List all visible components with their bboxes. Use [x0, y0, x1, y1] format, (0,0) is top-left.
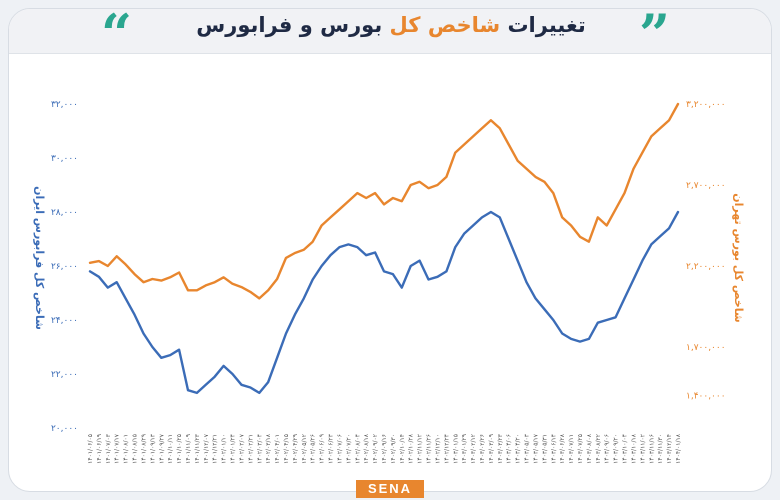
- x-tick-label: ۱۴۰۳/۰۹/۰۶: [604, 434, 611, 464]
- chart-title: تغییرات شاخص کل بورس و فرابورس: [9, 13, 771, 37]
- x-tick-label: ۱۴۰۳/۰۱/۲۹: [461, 434, 468, 464]
- x-tick-label: ۱۴۰۲/۰۴/۲۹: [292, 434, 299, 464]
- x-tick-label: ۱۴۰۱/۰۹/۲۷: [158, 433, 165, 464]
- x-tick-label: ۱۴۰۲/۰۱/۱۰: [221, 434, 228, 464]
- title-bar: “ تغییرات شاخص کل بورس و فرابورس ”: [9, 9, 771, 61]
- x-tick-label: ۱۴۰۳/۰۵/۰۳: [524, 433, 531, 464]
- x-tick-label: ۱۴۰۲/۰۵/۱۲: [301, 434, 308, 464]
- x-tick-label: ۱۴۰۱/۰۷/۰۳: [105, 433, 112, 464]
- x-tick-label: ۱۴۰۳/۰۹/۲۰: [613, 434, 620, 464]
- x-tick-label: ۱۴۰۲/۰۱/۲۴: [230, 434, 237, 464]
- x-tick-label: ۱۴۰۳/۱۲/۱۴: [666, 434, 673, 464]
- x-tick-label: ۱۴۰۲/۰۸/۱۸: [363, 433, 370, 464]
- x-tick-label: ۱۴۰۳/۰۳/۰۹: [488, 434, 495, 464]
- quote-close-icon: ”: [639, 8, 671, 66]
- title-accent: شاخص کل: [389, 13, 501, 37]
- left-tick-label: ۲۴,۰۰۰: [51, 316, 78, 326]
- right-axis-ticks: ۳,۲۰۰,۰۰۰ ۲,۷۰۰,۰۰۰ ۲,۲۰۰,۰۰۰ ۱,۷۰۰,۰۰۰ ۱,۴۰…: [686, 100, 726, 402]
- x-tick-label: ۱۴۰۳/۰۸/۲۲: [595, 434, 602, 464]
- right-axis-label: شاخص کل بورس تهران: [732, 193, 745, 323]
- x-tick-label: ۱۴۰۳/۰۸/۰۸: [586, 433, 593, 464]
- x-tick-label: ۱۴۰۳/۰۷/۱۱: [568, 434, 575, 464]
- x-tick-label: ۱۴۰۱/۰۶/۰۵: [87, 434, 94, 464]
- x-tick-label: ۱۴۰۲/۰۷/۰۶: [337, 434, 344, 464]
- x-tick-label: ۱۴۰۲/۱۱/۲۶: [426, 434, 433, 464]
- x-tick-label: ۱۴۰۳/۱۱/۰۲: [639, 434, 646, 464]
- brand-logo: SENA: [356, 480, 424, 498]
- x-tick-label: ۱۴۰۱/۱۲/۲۱: [212, 434, 219, 464]
- x-tick-label: ۱۴۰۲/۰۸/۰۴: [354, 434, 361, 464]
- x-tick-label: ۱۴۰۳/۱۱/۱۶: [648, 434, 655, 464]
- x-tick-label: ۱۴۰۱/۰۸/۱۵: [132, 434, 139, 464]
- right-tick-label: ۲,۲۰۰,۰۰۰: [686, 262, 726, 272]
- x-axis-ticks: ۱۴۰۱/۰۶/۰۵ ۱۴۰۱/۰۶/۱۹ ۱۴۰۱/۰۷/۰۳ ۱۴۰۱/۰۷/۱۷…: [87, 433, 682, 464]
- x-tick-label: ۱۴۰۳/۰۳/۲۳: [497, 433, 504, 464]
- x-tick-label: ۱۴۰۲/۱۲/۱۰: [435, 434, 442, 464]
- x-tick-label: ۱۴۰۲/۰۲/۰۷: [239, 433, 246, 464]
- x-tick-label: ۱۴۰۲/۰۳/۰۴: [256, 434, 263, 464]
- x-tick-label: ۱۴۰۱/۱۰/۲۵: [176, 434, 183, 464]
- x-tick-label: ۱۴۰۳/۰۵/۱۷: [533, 433, 540, 464]
- x-tick-label: ۱۴۰۲/۰۹/۳۰: [390, 434, 397, 464]
- right-tick-label: ۳,۲۰۰,۰۰۰: [686, 100, 726, 110]
- x-tick-label: ۱۴۰۳/۱۰/۰۴: [622, 434, 629, 464]
- left-tick-label: ۲۸,۰۰۰: [51, 208, 78, 218]
- x-tick-label: ۱۴۰۲/۰۶/۰۹: [319, 434, 326, 464]
- x-tick-label: ۱۴۰۲/۰۹/۰۲: [372, 434, 379, 464]
- x-tick-label: ۱۴۰۳/۰۶/۱۴: [550, 434, 557, 464]
- x-tick-label: ۱۴۰۲/۰۳/۱۸: [265, 433, 272, 464]
- x-tick-label: ۱۴۰۱/۰۸/۲۹: [141, 434, 148, 464]
- x-tick-label: ۱۴۰۲/۰۶/۲۳: [328, 433, 335, 464]
- x-tick-label: ۱۴۰۲/۰۴/۱۵: [283, 434, 290, 464]
- left-tick-label: ۳۲,۰۰۰: [51, 100, 78, 110]
- x-tick-label: ۱۴۰۳/۰۶/۲۸: [559, 433, 566, 464]
- quote-open-icon: “: [101, 8, 133, 66]
- x-tick-label: ۱۴۰۲/۱۲/۲۴: [443, 434, 450, 464]
- x-tick-label: ۱۴۰۳/۱۰/۱۸: [631, 433, 638, 464]
- left-axis-label: شاخص کل فرابورس ایران: [33, 186, 46, 330]
- bourse-index-line: [88, 102, 680, 300]
- left-tick-label: ۲۰,۰۰۰: [51, 424, 78, 434]
- x-tick-label: ۱۴۰۲/۱۰/۱۴: [399, 434, 406, 464]
- left-tick-label: ۲۶,۰۰۰: [51, 262, 78, 272]
- x-tick-label: ۱۴۰۳/۰۲/۱۲: [470, 434, 477, 464]
- chart-card: “ تغییرات شاخص کل بورس و فرابورس ”: [8, 8, 772, 492]
- x-tick-label: ۱۴۰۲/۰۵/۲۶: [310, 434, 317, 464]
- x-tick-label: ۱۴۰۱/۰۹/۱۳: [149, 433, 156, 464]
- series-lines: [88, 102, 680, 395]
- x-tick-label: ۱۴۰۳/۰۴/۰۶: [506, 434, 513, 464]
- left-tick-label: ۳۰,۰۰۰: [51, 154, 78, 164]
- x-tick-label: ۱۴۰۲/۰۷/۲۰: [345, 434, 352, 464]
- x-tick-label: ۱۴۰۲/۱۰/۲۸: [408, 433, 415, 464]
- x-tick-label: ۱۴۰۱/۰۸/۰۱: [123, 434, 130, 464]
- x-tick-label: ۱۴۰۳/۰۴/۲۰: [515, 434, 522, 464]
- x-tick-label: ۱۴۰۱/۰۷/۱۷: [114, 433, 121, 464]
- x-tick-label: ۱۴۰۱/۰۶/۱۹: [96, 434, 103, 464]
- x-tick-label: ۱۴۰۲/۰۴/۰۱: [274, 434, 281, 464]
- x-tick-label: ۱۴۰۳/۰۵/۳۱: [541, 434, 548, 464]
- right-tick-label: ۱,۴۰۰,۰۰۰: [686, 392, 726, 402]
- right-tick-label: ۱,۷۰۰,۰۰۰: [686, 343, 726, 353]
- x-tick-label: ۱۴۰۱/۱۱/۰۹: [185, 434, 192, 464]
- x-tick-label: ۱۴۰۳/۰۷/۲۵: [577, 434, 584, 464]
- x-tick-label: ۱۴۰۱/۱۲/۰۷: [203, 433, 210, 464]
- x-tick-label: ۱۴۰۳/۱۱/۳۰: [657, 434, 664, 464]
- x-tick-label: ۱۴۰۱/۱۰/۱۱: [167, 434, 174, 464]
- title-suffix: بورس و فرابورس: [196, 13, 383, 37]
- right-tick-label: ۲,۷۰۰,۰۰۰: [686, 181, 726, 191]
- x-tick-label: ۱۴۰۲/۰۲/۲۱: [247, 434, 254, 464]
- left-tick-label: ۲۲,۰۰۰: [51, 370, 78, 380]
- x-tick-label: ۱۴۰۱/۱۱/۲۳: [194, 433, 201, 464]
- x-tick-label: ۱۴۰۳/۰۲/۲۶: [479, 434, 486, 464]
- farabourse-index-line: [88, 210, 680, 395]
- x-tick-label: ۱۴۰۲/۰۹/۱۶: [381, 434, 388, 464]
- left-axis-ticks: ۳۲,۰۰۰ ۳۰,۰۰۰ ۲۸,۰۰۰ ۲۶,۰۰۰ ۲۴,۰۰۰ ۲۲,۰۰۰ ۲۰,۰…: [51, 100, 78, 434]
- title-prefix: تغییرات: [507, 13, 586, 37]
- x-tick-label: ۱۴۰۴/۰۱/۱۸: [675, 433, 682, 464]
- x-tick-label: ۱۴۰۲/۱۱/۱۲: [417, 434, 424, 464]
- x-tick-label: ۱۴۰۳/۰۱/۱۵: [452, 434, 459, 464]
